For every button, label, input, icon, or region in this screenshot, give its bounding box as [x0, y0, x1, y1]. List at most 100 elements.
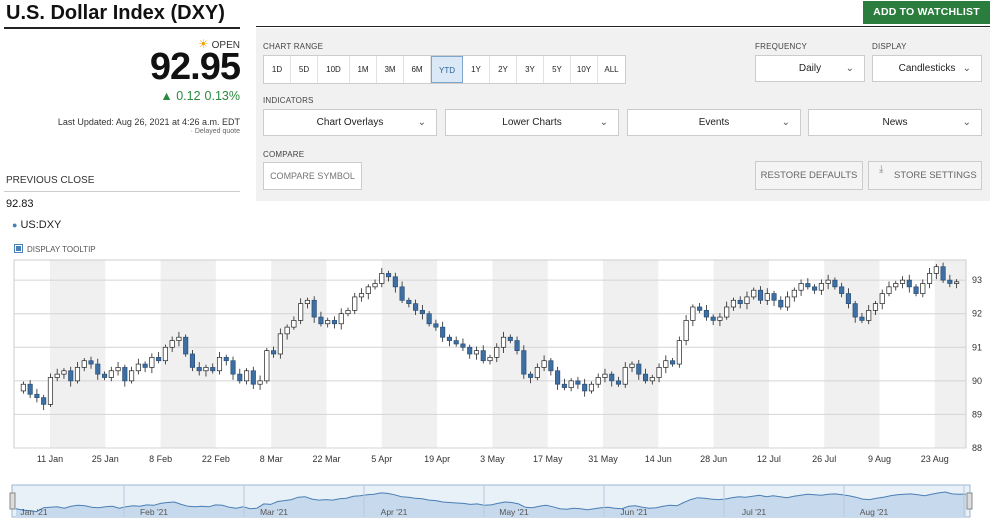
checkbox-icon [14, 244, 23, 253]
range-button-1m[interactable]: 1M [350, 56, 377, 83]
range-button-3y[interactable]: 3Y [517, 56, 544, 83]
candle-down [142, 363, 148, 368]
candle-up [20, 383, 26, 392]
candle-down [697, 306, 703, 311]
y-tick-label: 89 [972, 409, 982, 419]
indicators-label: INDICATORS [263, 96, 314, 105]
price-chart[interactable]: 88 89 90 91 92 93 11 Jan 25 Jan 8 Feb 22 Feb 8 Mar… [0, 255, 1000, 530]
candle-down [575, 380, 581, 385]
chart-overlays-label: Chart Overlays [316, 117, 384, 128]
range-button-5y[interactable]: 5Y [544, 56, 571, 83]
events-label: Events [698, 117, 730, 128]
x-tick-label: 8 Mar [260, 454, 283, 464]
candle-down [440, 326, 446, 338]
candle-down [210, 367, 216, 372]
frequency-value: Daily [798, 63, 822, 74]
chevron-down-icon: ⌄ [781, 117, 790, 128]
navigator-label: May '21 [499, 507, 529, 517]
candle-up [622, 367, 628, 385]
x-tick-label: 28 Jun [700, 454, 727, 464]
candle-down [710, 316, 716, 321]
candle-up [108, 370, 114, 378]
range-button-ytd[interactable]: YTD [431, 56, 463, 83]
previous-close-value: 92.83 [6, 198, 34, 210]
chevron-down-icon: ⌄ [962, 63, 971, 74]
candle-down [609, 373, 615, 382]
page-title: U.S. Dollar Index (DXY) [6, 2, 225, 24]
range-button-1d[interactable]: 1D [264, 56, 291, 83]
candle-down [189, 353, 195, 368]
range-button-6m[interactable]: 6M [404, 56, 431, 83]
candle-up [61, 370, 67, 375]
chart-overlays-select[interactable]: Chart Overlays ⌄ [263, 109, 437, 136]
candle-up [115, 367, 121, 372]
candle-up [663, 360, 669, 368]
display-tooltip-toggle[interactable]: DISPLAY TOOLTIP [14, 244, 96, 254]
candle-up [927, 273, 933, 284]
x-tick-label: 8 Feb [149, 454, 172, 464]
range-button-10d[interactable]: 10D [318, 56, 350, 83]
store-settings-button[interactable]: ⤓ STORE SETTINGS [868, 161, 982, 190]
candle-up [129, 370, 135, 382]
candle-up [595, 377, 601, 385]
candle-down [636, 363, 642, 375]
candle-down [406, 299, 412, 304]
y-tick-label: 93 [972, 275, 982, 285]
candle-up [818, 283, 824, 291]
candle-up [717, 316, 723, 321]
candle-up [690, 306, 696, 321]
lower-charts-select[interactable]: Lower Charts ⌄ [445, 109, 619, 136]
candle-down [271, 350, 277, 355]
compare-label: COMPARE [263, 150, 305, 159]
candle-up [656, 367, 662, 378]
chevron-down-icon: ⌄ [417, 117, 426, 128]
candle-up [602, 373, 608, 378]
display-select[interactable]: Candlesticks ⌄ [872, 55, 982, 82]
range-button-3m[interactable]: 3M [377, 56, 404, 83]
range-button-2y[interactable]: 2Y [490, 56, 517, 83]
candle-up [304, 299, 310, 304]
candle-up [785, 296, 791, 308]
candle-down [845, 293, 851, 304]
range-button-1y[interactable]: 1Y [463, 56, 490, 83]
range-button-10y[interactable]: 10Y [571, 56, 598, 83]
candle-down [703, 310, 709, 318]
price-change: ▲ 0.12 0.13% [120, 89, 240, 103]
news-select[interactable]: News ⌄ [808, 109, 982, 136]
candle-up [487, 357, 493, 362]
candle-down [555, 370, 561, 385]
candle-down [223, 357, 229, 362]
candle-up [298, 303, 304, 321]
range-button-5d[interactable]: 5D [291, 56, 318, 83]
chart-band [824, 260, 880, 448]
compare-symbol-input[interactable] [263, 162, 362, 190]
candle-up [676, 340, 682, 365]
candle-down [757, 289, 764, 301]
series-dot-icon: ● [12, 220, 18, 230]
restore-defaults-button[interactable]: RESTORE DEFAULTS [755, 161, 863, 190]
range-button-all[interactable]: ALL [604, 65, 619, 74]
candle-up [54, 373, 60, 378]
x-tick-label: 22 Mar [312, 454, 340, 464]
candle-up [365, 286, 371, 294]
candle-up [135, 363, 141, 372]
candle-up [500, 336, 507, 348]
display-tooltip-label: DISPLAY TOOLTIP [27, 245, 96, 254]
candle-down [737, 299, 743, 304]
candle-up [47, 377, 53, 405]
candle-up [534, 367, 540, 378]
candle-up [629, 363, 635, 368]
chart-range-group: 1D 5D 10D 1M 3M 6M YTD 1Y 2Y 3Y 5Y 10Y ALL [263, 55, 626, 84]
candle-up [825, 279, 831, 284]
candle-down [156, 357, 162, 362]
candle-down [237, 373, 243, 382]
add-to-watchlist-button[interactable]: ADD TO WATCHLIST [863, 1, 990, 24]
chart-band [492, 260, 548, 448]
title-underline [4, 27, 240, 29]
candle-up [683, 320, 689, 341]
frequency-select[interactable]: Daily ⌄ [755, 55, 865, 82]
candle-up [751, 289, 757, 298]
navigator-handle-right [966, 492, 973, 510]
candle-down [561, 383, 567, 388]
events-select[interactable]: Events ⌄ [627, 109, 801, 136]
